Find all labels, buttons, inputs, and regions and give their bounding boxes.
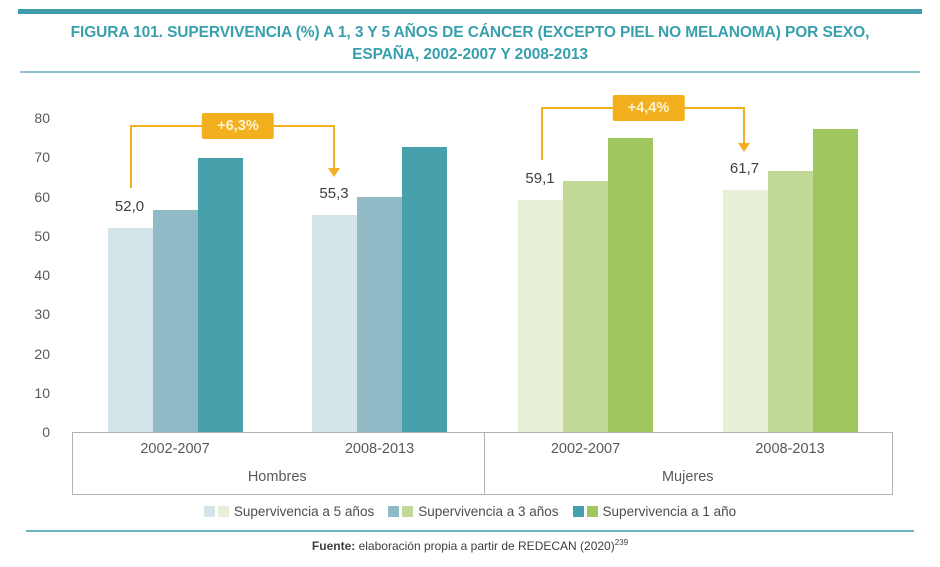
bar-supervivencia-a-1-año bbox=[812, 129, 858, 432]
source-superscript: 239 bbox=[614, 538, 629, 547]
bar-supervivencia-a-3-años bbox=[563, 180, 608, 432]
legend-label: Supervivencia a 5 años bbox=[233, 503, 375, 519]
bar-value-label: 61,7 bbox=[729, 159, 760, 177]
legend-label: Supervivencia a 1 año bbox=[602, 503, 737, 519]
bar-supervivencia-a-5-años bbox=[722, 189, 768, 432]
x-axis-category-box bbox=[72, 432, 893, 495]
bar-supervivencia-a-5-años bbox=[107, 227, 153, 432]
annotation-label: +6,3% bbox=[202, 113, 275, 140]
y-axis-tick-label: 80 bbox=[34, 110, 50, 126]
bar-supervivencia-a-1-año bbox=[197, 158, 243, 432]
x-axis-period-label: 2008-2013 bbox=[755, 441, 825, 457]
y-axis-tick-label: 0 bbox=[42, 424, 50, 440]
source-text: elaboración propia a partir de REDECAN (… bbox=[355, 539, 615, 553]
bar-supervivencia-a-1-año bbox=[402, 147, 447, 432]
legend-swatch-icon bbox=[572, 505, 584, 517]
bar-supervivencia-a-3-años bbox=[767, 171, 813, 432]
legend-swatch-icon bbox=[388, 505, 400, 517]
legend-swatch-icon bbox=[402, 505, 414, 517]
legend-swatch-icon bbox=[217, 505, 229, 517]
legend-item: Supervivencia a 1 año bbox=[572, 503, 737, 519]
y-axis-tick-label: 70 bbox=[34, 149, 50, 166]
y-axis-tick-label: 60 bbox=[34, 188, 50, 205]
bar-value-label: 52,0 bbox=[114, 197, 145, 215]
legend-label: Supervivencia a 3 años bbox=[418, 503, 559, 519]
x-axis-group-label: Mujeres bbox=[661, 469, 714, 485]
bar-value-label: 59,1 bbox=[525, 170, 555, 188]
legend-item: Supervivencia a 5 años bbox=[203, 503, 375, 519]
x-axis-group-label: Hombres bbox=[247, 469, 307, 485]
figure-title: FIGURA 101. SUPERVIVENCIA (%) A 1, 3 Y 5… bbox=[0, 22, 940, 66]
chart-legend: Supervivencia a 5 años Supervivencia a 3 … bbox=[0, 501, 940, 521]
legend-swatch-icon bbox=[586, 505, 598, 517]
arrow-down-icon bbox=[738, 142, 750, 152]
bar-supervivencia-a-3-años bbox=[357, 196, 402, 432]
y-axis-tick-label: 30 bbox=[34, 306, 50, 323]
bar-supervivencia-a-5-años bbox=[312, 214, 357, 432]
x-axis-period-label: 2002-2007 bbox=[550, 441, 621, 457]
bar-value-label: 55,3 bbox=[319, 184, 349, 202]
legend-swatch-icon bbox=[203, 505, 215, 517]
source-label: Fuente: bbox=[311, 539, 356, 553]
title-underline-rule bbox=[20, 71, 920, 73]
y-axis-tick-label: 50 bbox=[34, 227, 50, 244]
panel-divider bbox=[483, 433, 485, 494]
top-border-rule bbox=[18, 9, 922, 14]
bar-chart: 0 10 20 30 40 50 60 70 80 Hombres 2002-2007 52,0 200… bbox=[0, 85, 940, 495]
arrow-down-icon bbox=[327, 167, 340, 177]
bar-supervivencia-a-5-años bbox=[518, 200, 563, 432]
x-axis-period-label: 2008-2013 bbox=[344, 441, 415, 457]
y-axis-tick-label: 40 bbox=[34, 267, 50, 283]
bar-supervivencia-a-1-año bbox=[608, 138, 653, 432]
y-axis-tick-label: 20 bbox=[34, 345, 50, 362]
x-axis-period-label: 2002-2007 bbox=[140, 441, 210, 457]
figure-title-line2: ESPAÑA, 2002-2007 Y 2008-2013 bbox=[352, 46, 588, 63]
source-note: Fuente: elaboración propia a partir de R… bbox=[0, 538, 940, 553]
legend-item: Supervivencia a 3 años bbox=[388, 503, 559, 519]
bar-supervivencia-a-3-años bbox=[152, 210, 198, 432]
bottom-border-rule bbox=[26, 530, 914, 532]
annotation-label: +4,4% bbox=[612, 95, 685, 122]
figure-title-line1: FIGURA 101. SUPERVIVENCIA (%) A 1, 3 Y 5… bbox=[70, 24, 870, 41]
y-axis-tick-label: 10 bbox=[34, 384, 50, 401]
